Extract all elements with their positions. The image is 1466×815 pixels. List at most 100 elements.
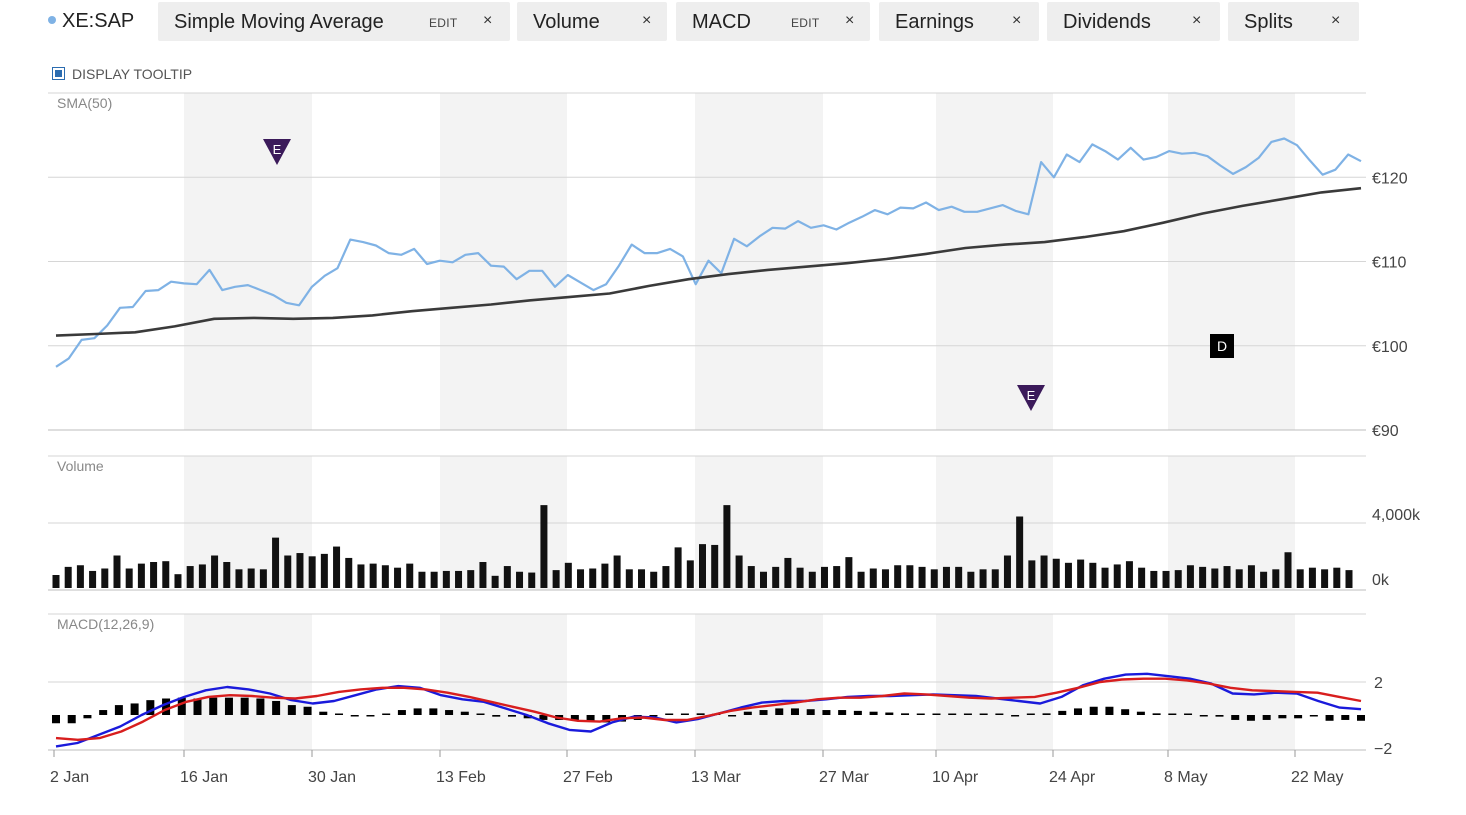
indicator-pill-dividends[interactable]: Dividends ×	[1047, 2, 1220, 41]
volume-bar	[650, 571, 658, 588]
indicator-pill-sma[interactable]: Simple Moving Average EDIT ×	[158, 2, 510, 41]
macd-histogram-bar	[790, 708, 799, 715]
volume-bar	[674, 547, 682, 588]
volume-bar	[662, 566, 670, 588]
macd-histogram-bar	[460, 711, 469, 715]
macd-histogram-bar	[52, 715, 60, 724]
macd-histogram-bar	[1278, 715, 1287, 719]
price-y-tick: €100	[1372, 339, 1408, 356]
macd-histogram-bar	[1325, 715, 1334, 721]
checkbox-icon[interactable]	[52, 66, 65, 80]
close-dividends-icon[interactable]: ×	[1192, 12, 1202, 29]
macd-histogram-bar	[570, 715, 579, 721]
volume-bar	[711, 544, 719, 588]
close-splits-icon[interactable]: ×	[1331, 12, 1341, 29]
volume-bar	[747, 566, 755, 588]
indicator-pill-volume[interactable]: Volume ×	[517, 2, 667, 41]
volume-bar	[967, 571, 975, 588]
macd-histogram-bar	[885, 712, 894, 715]
volume-bar	[394, 567, 402, 588]
volume-bar	[125, 568, 133, 588]
display-tooltip-toggle[interactable]: DISPLAY TOOLTIP	[52, 66, 192, 82]
macd-histogram-bar	[1121, 709, 1130, 715]
volume-bar	[686, 560, 694, 588]
macd-histogram-bar	[1294, 715, 1303, 719]
close-volume-icon[interactable]: ×	[642, 12, 652, 29]
volume-bar	[1174, 570, 1182, 588]
event-markers[interactable]: E E D	[263, 139, 1234, 411]
symbol-text: XE:SAP	[62, 10, 135, 32]
volume-bar	[699, 544, 706, 588]
macd-histogram-bar	[397, 710, 406, 715]
edit-sma-button[interactable]: EDIT	[429, 16, 458, 30]
indicator-pill-splits[interactable]: Splits ×	[1228, 2, 1359, 41]
volume-bar	[150, 562, 158, 588]
volume-bar	[430, 571, 438, 588]
macd-histogram-bar	[67, 715, 76, 724]
x-tick-label: 13 Mar	[691, 769, 741, 786]
series-lines	[55, 137, 1362, 748]
volume-bar	[1186, 565, 1194, 588]
macd-histogram-bar	[193, 698, 202, 715]
volume-bar	[1211, 568, 1219, 588]
volume-bar	[113, 555, 121, 588]
indicator-toolbar: XE:SAP Simple Moving Average EDIT × Volu…	[0, 0, 1466, 44]
volume-bar	[503, 566, 511, 588]
close-sma-icon[interactable]: ×	[483, 12, 493, 29]
earnings-marker-label: E	[273, 142, 282, 157]
y-axis-ticks: €90 €100 €110 €120 0k 4,000k 2 −2	[1372, 170, 1421, 758]
macd-histogram-bar	[476, 713, 485, 715]
macd-histogram-bar	[99, 710, 108, 715]
macd-histogram-bar	[932, 713, 941, 715]
macd-histogram-bar	[680, 713, 689, 715]
macd-histogram-bar	[146, 700, 155, 715]
volume-bar	[979, 569, 987, 588]
indicator-pill-macd[interactable]: MACD EDIT ×	[676, 2, 870, 41]
volume-bar	[1077, 559, 1085, 588]
macd-histogram-bar	[335, 713, 344, 715]
macd-histogram-bar	[492, 715, 501, 717]
macd-histogram-bar	[114, 705, 123, 715]
macd-histogram-bar	[665, 713, 674, 715]
macd-histogram-bar	[759, 710, 768, 715]
macd-histogram-bar	[130, 703, 139, 715]
price-y-tick: €120	[1372, 170, 1408, 187]
symbol-dot-icon	[48, 15, 56, 24]
volume-bar	[1052, 558, 1060, 588]
volume-bar	[369, 563, 377, 588]
volume-bar	[930, 569, 938, 588]
volume-bar	[247, 568, 255, 588]
dividend-marker-label: D	[1217, 338, 1227, 354]
macd-histogram-bar	[1152, 713, 1161, 715]
close-earnings-icon[interactable]: ×	[1012, 12, 1022, 29]
volume-bar	[906, 565, 914, 588]
macd-histogram-bar	[1341, 715, 1350, 720]
macd-histogram-bar	[350, 715, 359, 717]
volume-bar	[174, 574, 182, 588]
macd-histogram-bar	[1011, 715, 1020, 717]
volume-bar	[406, 563, 414, 588]
macd-histogram-bar	[696, 713, 705, 715]
volume-bar	[418, 571, 426, 588]
volume-bar	[1113, 564, 1121, 588]
volume-bar	[942, 566, 950, 588]
macd-histogram-bar	[1073, 708, 1082, 715]
macd-histogram-bar	[272, 700, 281, 715]
macd-histogram-bar	[979, 713, 988, 715]
close-macd-icon[interactable]: ×	[845, 12, 855, 29]
volume-bar	[479, 562, 487, 588]
macd-histogram-bar	[963, 713, 972, 715]
macd-histogram-bar	[1184, 713, 1193, 715]
indicator-label-earnings: Earnings	[895, 11, 974, 33]
volume-bar	[796, 567, 804, 588]
volume-bar	[1125, 561, 1133, 588]
volume-bar	[1308, 567, 1316, 588]
volume-bar	[211, 555, 219, 588]
edit-macd-button[interactable]: EDIT	[791, 16, 820, 30]
dividend-marker-icon	[1210, 334, 1234, 358]
indicator-pill-earnings[interactable]: Earnings ×	[879, 2, 1039, 41]
x-tick-label: 27 Mar	[819, 769, 869, 786]
volume-bar	[613, 555, 621, 588]
volume-bar	[869, 568, 877, 588]
